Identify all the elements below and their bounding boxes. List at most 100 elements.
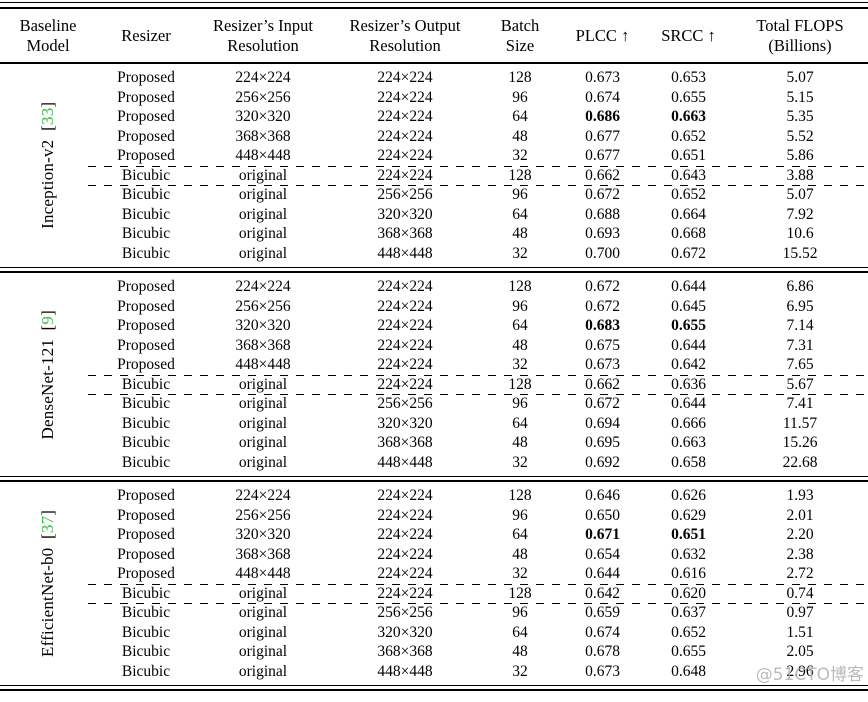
cell-output-resolution: 448×448: [377, 662, 433, 680]
cell-plcc: 0.654: [585, 545, 620, 563]
cell-resizer: Proposed: [117, 297, 175, 315]
cell-plcc: 0.694: [585, 414, 620, 432]
cell-flops: 15.52: [782, 244, 818, 262]
cell-resizer: Proposed: [117, 147, 175, 164]
cell-batch-size: 64: [512, 108, 528, 125]
cell-output-resolution: 224×224: [377, 278, 433, 295]
cell-batch-size: 32: [512, 453, 528, 471]
cell-batch-size: 32: [512, 147, 528, 164]
cell-srcc: 0.620: [671, 584, 706, 602]
cell-srcc: 0.655: [671, 88, 706, 106]
cell-srcc: 0.651: [671, 147, 706, 164]
cell-plcc: 0.692: [585, 453, 620, 471]
header-separator-rule: [0, 62, 868, 64]
table-row: Proposed 320×320 224×224 64 0.671 0.651 …: [96, 525, 868, 545]
cell-resizer: Bicubic: [121, 643, 171, 660]
model-name: EfficientNet-b0: [38, 543, 57, 657]
cell-input-resolution: original: [238, 414, 288, 432]
table-row: Proposed 368×368 224×224 48 0.654 0.632 …: [96, 545, 868, 565]
section-rows: Proposed 224×224 224×224 128 0.672 0.644…: [88, 277, 868, 472]
cell-batch-size: 32: [512, 565, 528, 582]
cell-plcc: 0.673: [585, 356, 620, 373]
cell-srcc: 0.644: [671, 336, 706, 354]
citation-close-bracket: ]: [38, 510, 57, 516]
cell-batch-size: 48: [512, 127, 528, 145]
table-row: Bicubic original 320×320 64 0.688 0.664 …: [96, 205, 868, 225]
cell-input-resolution: 256×256: [235, 506, 291, 524]
cell-batch-size: 64: [512, 317, 528, 334]
cell-srcc: 0.658: [671, 453, 706, 471]
cell-output-resolution: 448×448: [377, 453, 433, 471]
cell-srcc: 0.642: [671, 356, 706, 373]
cell-batch-size: 48: [512, 545, 528, 563]
table-body: Inception-v2 [33] Proposed 224×224 224×2…: [0, 64, 868, 685]
cell-output-resolution: 224×224: [377, 356, 433, 373]
section-separator-rule: [0, 267, 868, 273]
cell-plcc: 0.686: [585, 108, 620, 125]
cell-flops: 7.92: [786, 205, 814, 223]
cell-plcc: 0.673: [585, 69, 620, 86]
cell-srcc: 0.655: [671, 643, 706, 660]
cell-output-resolution: 224×224: [377, 69, 433, 86]
cell-resizer: Bicubic: [121, 205, 171, 223]
cell-batch-size: 128: [508, 278, 532, 295]
table-row: Proposed 448×448 224×224 32 0.673 0.642 …: [96, 355, 868, 375]
column-header-baseline-model: Baseline Model: [19, 16, 77, 55]
cell-plcc: 0.672: [585, 186, 620, 203]
column-header-plcc: PLCC ↑: [575, 25, 630, 45]
cell-plcc: 0.693: [585, 225, 620, 242]
model-section: Inception-v2 [33] Proposed 224×224 224×2…: [0, 64, 868, 267]
citation-close-bracket: ]: [38, 309, 57, 316]
cell-srcc: 0.664: [671, 205, 706, 223]
cell-flops: 5.35: [786, 108, 814, 125]
cell-batch-size: 64: [512, 623, 528, 641]
cell-resizer: Proposed: [117, 336, 175, 354]
model-label: EfficientNet-b0 [37]: [38, 510, 58, 657]
citation-close-bracket: ]: [38, 102, 57, 108]
cell-input-resolution: original: [238, 643, 288, 660]
cell-batch-size: 64: [512, 414, 528, 432]
cell-input-resolution: 320×320: [235, 108, 291, 125]
cell-output-resolution: 224×224: [377, 297, 433, 315]
table-row: Bicubic original 320×320 64 0.694 0.666 …: [96, 414, 868, 434]
cell-flops: 0.74: [786, 584, 814, 602]
cell-flops: 2.01: [786, 506, 814, 524]
citation-number: 37: [38, 515, 57, 534]
cell-resizer: Bicubic: [121, 395, 171, 412]
cell-resizer: Bicubic: [121, 166, 171, 184]
cell-output-resolution: 256×256: [377, 395, 433, 412]
cell-plcc: 0.700: [585, 244, 620, 262]
cell-srcc: 0.648: [671, 662, 706, 680]
cell-input-resolution: 224×224: [235, 69, 291, 86]
cell-batch-size: 96: [512, 395, 528, 412]
table-row: Bicubic original 320×320 64 0.674 0.652 …: [96, 623, 868, 643]
cell-flops: 5.07: [786, 186, 814, 203]
cell-srcc: 0.644: [671, 278, 706, 295]
cell-output-resolution: 224×224: [377, 88, 433, 106]
table-row: Bicubic original 224×224 128 0.642 0.620…: [88, 583, 868, 604]
cell-flops: 2.72: [786, 565, 814, 582]
cell-output-resolution: 320×320: [377, 205, 433, 223]
cell-resizer: Bicubic: [121, 225, 171, 242]
cell-srcc: 0.666: [671, 414, 706, 432]
column-header-output-resolution: Resizer’s Output Resolution: [349, 16, 461, 55]
cell-input-resolution: 320×320: [235, 317, 291, 334]
cell-plcc: 0.677: [585, 147, 620, 164]
cell-plcc: 0.672: [585, 395, 620, 412]
cell-resizer: Proposed: [117, 127, 175, 145]
cell-output-resolution: 320×320: [377, 414, 433, 432]
cell-output-resolution: 224×224: [377, 127, 433, 145]
cell-flops: 1.51: [786, 623, 814, 641]
cell-output-resolution: 256×256: [377, 186, 433, 203]
cell-plcc: 0.650: [585, 506, 620, 524]
cell-output-resolution: 224×224: [377, 584, 433, 602]
cell-flops: 6.86: [786, 278, 814, 295]
cell-batch-size: 96: [512, 297, 528, 315]
cell-input-resolution: 368×368: [235, 127, 291, 145]
model-name: Inception-v2: [38, 135, 57, 229]
table-row: Bicubic original 256×256 96 0.672 0.644 …: [88, 394, 868, 414]
cell-input-resolution: 448×448: [235, 565, 291, 582]
cell-input-resolution: 224×224: [235, 278, 291, 295]
cell-flops: 6.95: [786, 297, 814, 315]
section-separator-rule: [0, 476, 868, 482]
